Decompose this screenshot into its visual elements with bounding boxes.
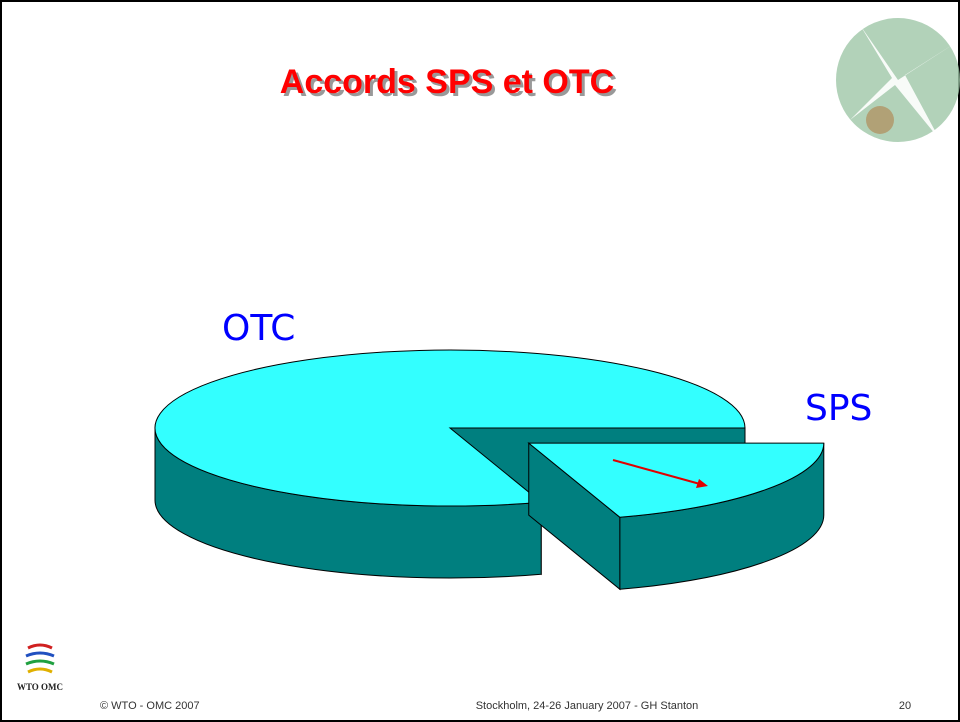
arrow xyxy=(612,459,701,485)
title-shadow: Accords SPS et OTC xyxy=(283,66,617,104)
chart-title: Accords SPS et OTC xyxy=(280,63,614,101)
slice-top xyxy=(154,349,746,507)
slice-top xyxy=(527,442,825,518)
footer-event: Stockholm, 24-26 January 2007 - GH Stant… xyxy=(476,700,699,712)
decor-image xyxy=(836,18,960,142)
footer-copyright: © WTO - OMC 2007 xyxy=(100,700,200,712)
logo-icon xyxy=(25,643,55,674)
logo-text: WTO OMC xyxy=(17,682,63,692)
arrow-head xyxy=(696,479,708,488)
slice-label: SPS xyxy=(805,388,872,429)
page-number: 20 xyxy=(899,700,911,712)
pie xyxy=(154,349,825,591)
slice-label: OTC xyxy=(222,308,295,349)
